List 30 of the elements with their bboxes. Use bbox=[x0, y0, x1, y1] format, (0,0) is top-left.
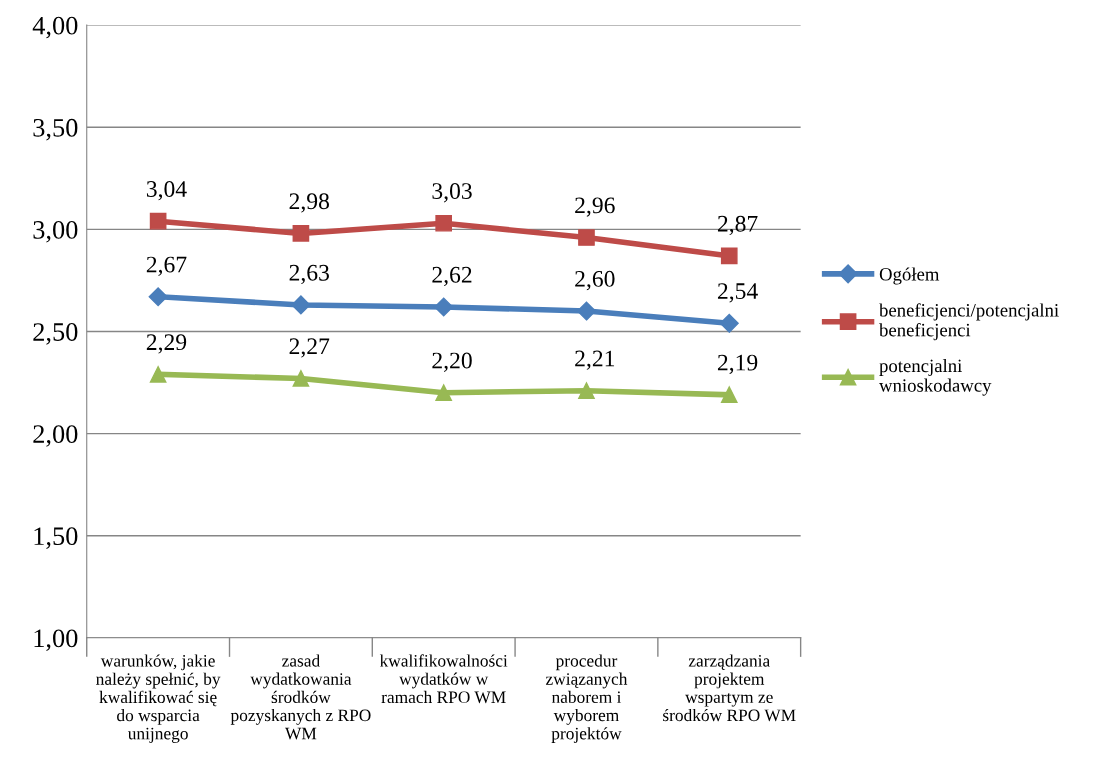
legend-label: potencjalni wnioskodawcy bbox=[879, 358, 992, 396]
y-tick-label: 1,00 bbox=[34, 629, 78, 652]
data-label: 2,62 bbox=[432, 266, 472, 287]
y-tick-label: 3,50 bbox=[33, 118, 78, 141]
data-label: 2,96 bbox=[575, 197, 615, 217]
y-tick-label: 4,00 bbox=[32, 16, 78, 39]
data-label: 2,29 bbox=[146, 334, 187, 354]
data-label: 2,67 bbox=[146, 256, 187, 276]
legend-label: beneficjenci/potencjalni beneficjenci bbox=[879, 303, 1059, 341]
y-tick-label: 3,00 bbox=[33, 220, 78, 243]
y-tick-label: 1,50 bbox=[34, 527, 78, 549]
data-label: 2,20 bbox=[432, 352, 472, 372]
data-label: 2,27 bbox=[289, 338, 330, 358]
x-tick-label: warunków, jakie należy spełnić, by kwalifikować się do wsparcia unijnego bbox=[96, 654, 221, 743]
y-tick-label: 2,50 bbox=[33, 323, 78, 345]
x-tick-label: zarządzania projektem wspartym ze środków RPO WM bbox=[663, 654, 796, 722]
data-label: 2,21 bbox=[575, 350, 615, 370]
data-label: 2,60 bbox=[575, 270, 615, 291]
x-tick-label: zasad wydatkowania środków pozyskanych z RPO WM bbox=[230, 654, 371, 740]
data-label: 2,19 bbox=[717, 354, 758, 374]
data-label: 3,04 bbox=[146, 181, 187, 201]
data-label: 3,03 bbox=[432, 183, 472, 203]
data-label: 2,63 bbox=[289, 264, 329, 285]
legend-label: Ogółem bbox=[879, 267, 940, 285]
data-label: 2,87 bbox=[717, 215, 758, 236]
data-label: 2,98 bbox=[289, 193, 329, 213]
x-tick-label: kwalifikowalności wydatków w ramach RPO WM bbox=[379, 654, 508, 704]
data-label: 2,54 bbox=[717, 283, 758, 303]
x-tick-label: procedur związanych naborem i wyborem projektów bbox=[545, 654, 628, 743]
y-tick-label: 2,00 bbox=[33, 425, 78, 447]
